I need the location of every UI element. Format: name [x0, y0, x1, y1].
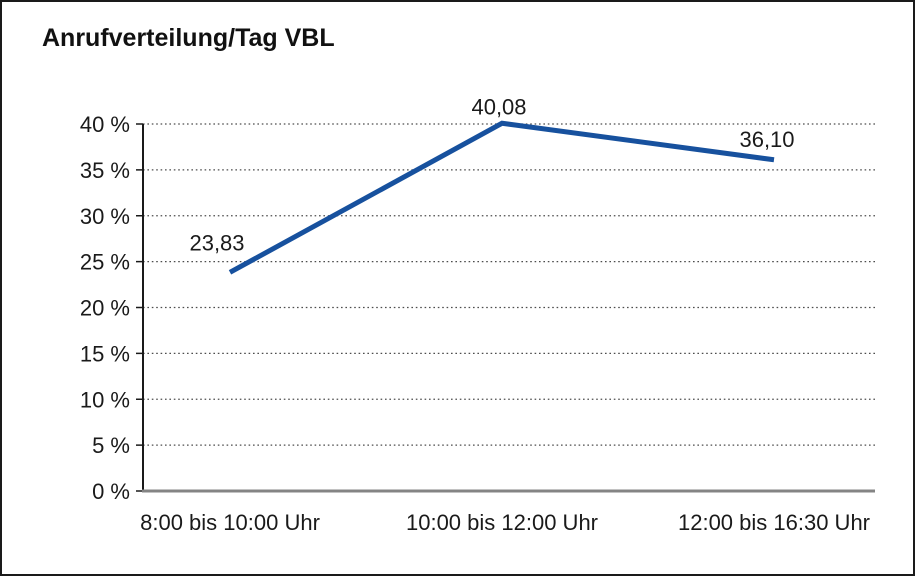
- y-axis-tick-label: 10 %: [80, 387, 130, 412]
- data-point-label: 36,10: [739, 127, 794, 152]
- y-axis-tick-label: 20 %: [80, 296, 130, 321]
- y-axis-tick-label: 25 %: [80, 250, 130, 275]
- y-axis-tick-label: 0 %: [92, 479, 130, 504]
- chart-title: Anrufverteilung/Tag VBL: [42, 24, 335, 52]
- y-axis-tick-label: 35 %: [80, 158, 130, 183]
- data-line: [228, 120, 775, 275]
- y-axis-tick-label: 30 %: [80, 204, 130, 229]
- y-axis-tick-label: 40 %: [80, 112, 130, 137]
- x-axis-category-label: 10:00 bis 12:00 Uhr: [406, 510, 598, 535]
- data-point-label: 23,83: [189, 230, 244, 255]
- x-axis-category-label: 8:00 bis 10:00 Uhr: [140, 510, 320, 535]
- x-axis-category-label: 12:00 bis 16:30 Uhr: [678, 510, 870, 535]
- y-axis-tick-label: 5 %: [92, 433, 130, 458]
- y-axis-tick-label: 15 %: [80, 341, 130, 366]
- data-point-label: 40,08: [471, 94, 526, 119]
